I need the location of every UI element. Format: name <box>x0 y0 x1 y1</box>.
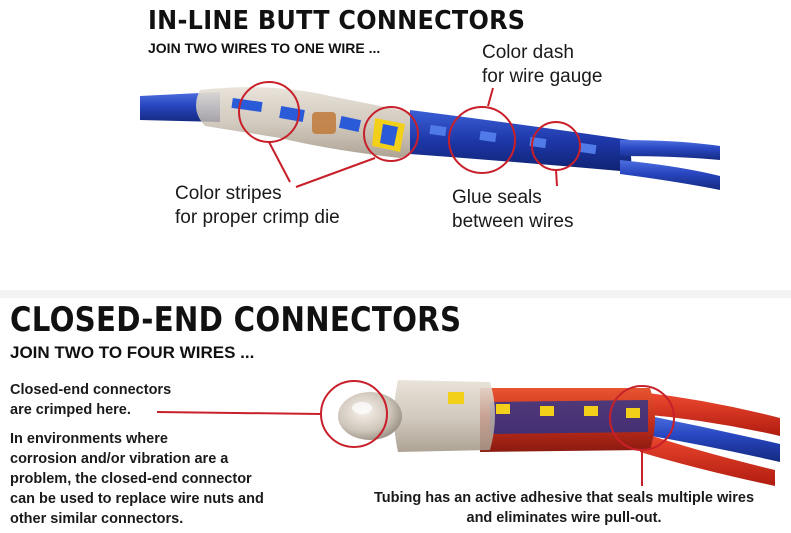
label-color-dash: Color dash for wire gauge <box>482 41 602 89</box>
label-color-stripes: Color stripes for proper crimp die <box>175 182 340 230</box>
label-line: for wire gauge <box>482 66 603 87</box>
closed-end-cap <box>338 392 402 440</box>
dash-callout <box>448 106 516 174</box>
label-line: Color stripes <box>175 183 282 204</box>
label-line: Color dash <box>482 42 574 63</box>
label-line: Tubing has an active adhesive that seals… <box>373 490 755 506</box>
blue-stripe <box>338 116 362 132</box>
top-subtitle: JOIN TWO WIRES TO ONE WIRE ... <box>148 40 381 56</box>
label-glue-seals: Glue seals between wires <box>452 186 573 234</box>
closed-end-connector <box>338 380 780 486</box>
label-line: are crimped here. <box>10 402 131 418</box>
section-divider <box>0 290 791 298</box>
label-line: for proper crimp die <box>175 207 340 228</box>
label-line: between wires <box>452 211 574 232</box>
clear-crimp-body <box>394 380 495 452</box>
stripe-callout-right <box>363 106 419 162</box>
top-callouts <box>238 81 581 188</box>
top-title: IN-LINE BUTT CONNECTORS <box>148 6 526 36</box>
right-wire-upper <box>620 140 720 160</box>
label-tubing-adhesive: Tubing has an active adhesive that seals… <box>344 488 784 528</box>
label-environments: In environments where corrosion and/or v… <box>10 429 264 529</box>
copper-crimp <box>312 112 336 134</box>
label-line: other similar connectors. <box>10 511 184 527</box>
bottom-title: CLOSED-END CONNECTORS <box>10 300 462 340</box>
label-line: Closed-end connectors <box>10 382 172 398</box>
bottom-callouts <box>156 380 675 486</box>
label-crimp-here: Closed-end connectors are crimped here. <box>10 380 171 420</box>
label-line: and eliminates wire pull-out. <box>466 510 662 526</box>
label-line: In environments where <box>10 431 168 447</box>
label-line: problem, the closed-end connector <box>10 471 252 487</box>
right-wire-lower <box>620 160 720 190</box>
label-line: corrosion and/or vibration are a <box>10 451 229 467</box>
butt-connector <box>140 87 720 190</box>
label-line: Glue seals <box>452 187 542 208</box>
label-line: can be used to replace wire nuts and <box>10 491 264 507</box>
blue-heat-shrink <box>410 110 632 172</box>
bottom-subtitle: JOIN TWO TO FOUR WIRES ... <box>10 343 255 362</box>
